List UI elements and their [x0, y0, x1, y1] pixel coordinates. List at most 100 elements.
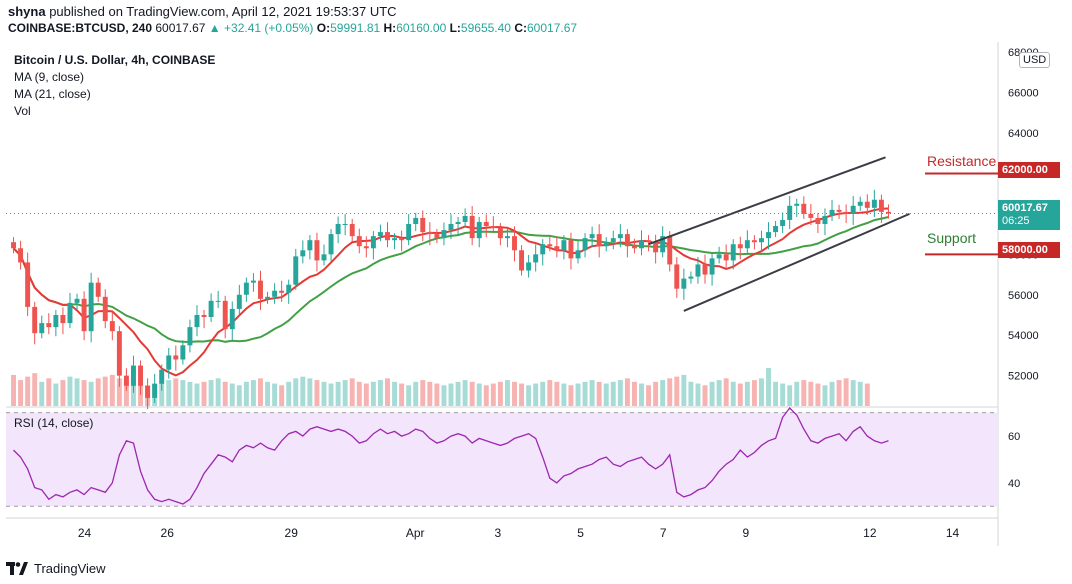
channel-lower-line [683, 212, 910, 312]
volume-bar [554, 381, 560, 406]
candle-body [758, 238, 764, 243]
candle-body [653, 242, 659, 253]
volume-bar [187, 381, 193, 406]
open-value: 59991.81 [330, 21, 381, 35]
candle-body [441, 230, 447, 239]
candle-body [67, 302, 73, 324]
candle-body [497, 228, 503, 239]
candle-body [194, 315, 200, 328]
high-value: 60160.00 [396, 21, 447, 35]
candle-body [81, 298, 87, 332]
candle-body [11, 242, 16, 249]
volume-bar [624, 378, 630, 406]
candle-body [208, 300, 214, 318]
candle-body [871, 199, 877, 208]
volume-bar [363, 383, 369, 406]
time-tick-label: 3 [495, 526, 502, 540]
volume-bar [427, 381, 433, 406]
volume-bar [11, 374, 16, 406]
volume-bar [53, 383, 59, 406]
volume-bar [547, 380, 553, 406]
candle-body [780, 219, 786, 227]
candle-body [787, 205, 793, 220]
candle-body [462, 215, 468, 222]
volume-bar [356, 381, 362, 406]
volume-bar [307, 378, 313, 406]
rsi-line [13, 407, 889, 505]
time-tick-label: 29 [285, 526, 299, 540]
candle-body [483, 221, 489, 227]
time-tick-label: 7 [660, 526, 667, 540]
candle-body [455, 221, 461, 224]
volume-bar [603, 383, 609, 406]
price-tick-label: 56000 [1008, 290, 1039, 302]
candle-body [681, 278, 687, 289]
candle-body [293, 256, 299, 285]
candle-body [60, 315, 66, 324]
time-tick-label: 9 [743, 526, 750, 540]
rsi-tick-label: 40 [1008, 478, 1020, 490]
candle-body [660, 236, 666, 253]
candle-body [822, 215, 828, 224]
candle-body [744, 240, 750, 249]
volume-bar [109, 374, 115, 406]
candle-body [222, 300, 228, 330]
candle-body [406, 224, 412, 241]
candle-body [342, 224, 348, 225]
volume-bar [695, 383, 701, 406]
candle-body [603, 242, 609, 247]
volume-bar [646, 385, 652, 406]
volume-bar [208, 380, 214, 406]
volume-bar [60, 380, 66, 406]
candle-body [392, 238, 398, 241]
current-price: 60017.67 [1002, 202, 1048, 214]
candle-body [286, 284, 292, 293]
volume-bar [533, 383, 539, 406]
candle-body [674, 264, 680, 289]
publish-text: published on TradingView.com, April 12, … [49, 4, 397, 19]
current-price-tag: 60017.67 06:25 [998, 200, 1060, 230]
candle-body [187, 327, 193, 346]
up-arrow-icon: ▲ [208, 21, 221, 35]
candle-body [173, 355, 179, 360]
price-tick-label: 54000 [1008, 330, 1039, 342]
candle-body [272, 290, 278, 297]
candle-body [815, 217, 821, 224]
candle-body [561, 240, 567, 251]
candle-body [243, 282, 249, 295]
volume-bar [822, 385, 828, 406]
volume-bar [300, 376, 306, 406]
volume-bar [476, 383, 482, 406]
candle-body [166, 355, 172, 370]
candle-body [624, 234, 630, 247]
volume-bar [102, 376, 108, 406]
low-value: 59655.40 [460, 21, 511, 35]
candle-body [850, 205, 856, 214]
candle-body [335, 224, 341, 235]
candle-body [490, 226, 496, 229]
candle-body [519, 250, 525, 271]
volume-bar [399, 383, 405, 406]
candle-body [646, 240, 652, 243]
candle-body [95, 282, 101, 297]
support-label: Support [927, 230, 977, 246]
candle-body [370, 236, 376, 249]
volume-bar [751, 380, 757, 406]
candle-body [427, 232, 433, 235]
volume-bar [850, 380, 856, 406]
volume-bar [702, 385, 708, 406]
tradingview-logo[interactable]: TradingView [6, 561, 106, 576]
volume-bar [723, 378, 729, 406]
currency-button[interactable]: USD [1019, 52, 1051, 68]
volume-bar [131, 381, 136, 406]
time-tick-label: 14 [946, 526, 960, 540]
open-label: O: [316, 21, 331, 35]
candle-body [53, 315, 59, 328]
rsi-tick-label: 60 [1008, 431, 1020, 443]
support-price-tag: 58000.00 [998, 242, 1060, 258]
volume-bar [434, 383, 440, 406]
volume-bar [455, 381, 461, 406]
candle-body [448, 224, 454, 231]
volume-bar [95, 378, 101, 406]
